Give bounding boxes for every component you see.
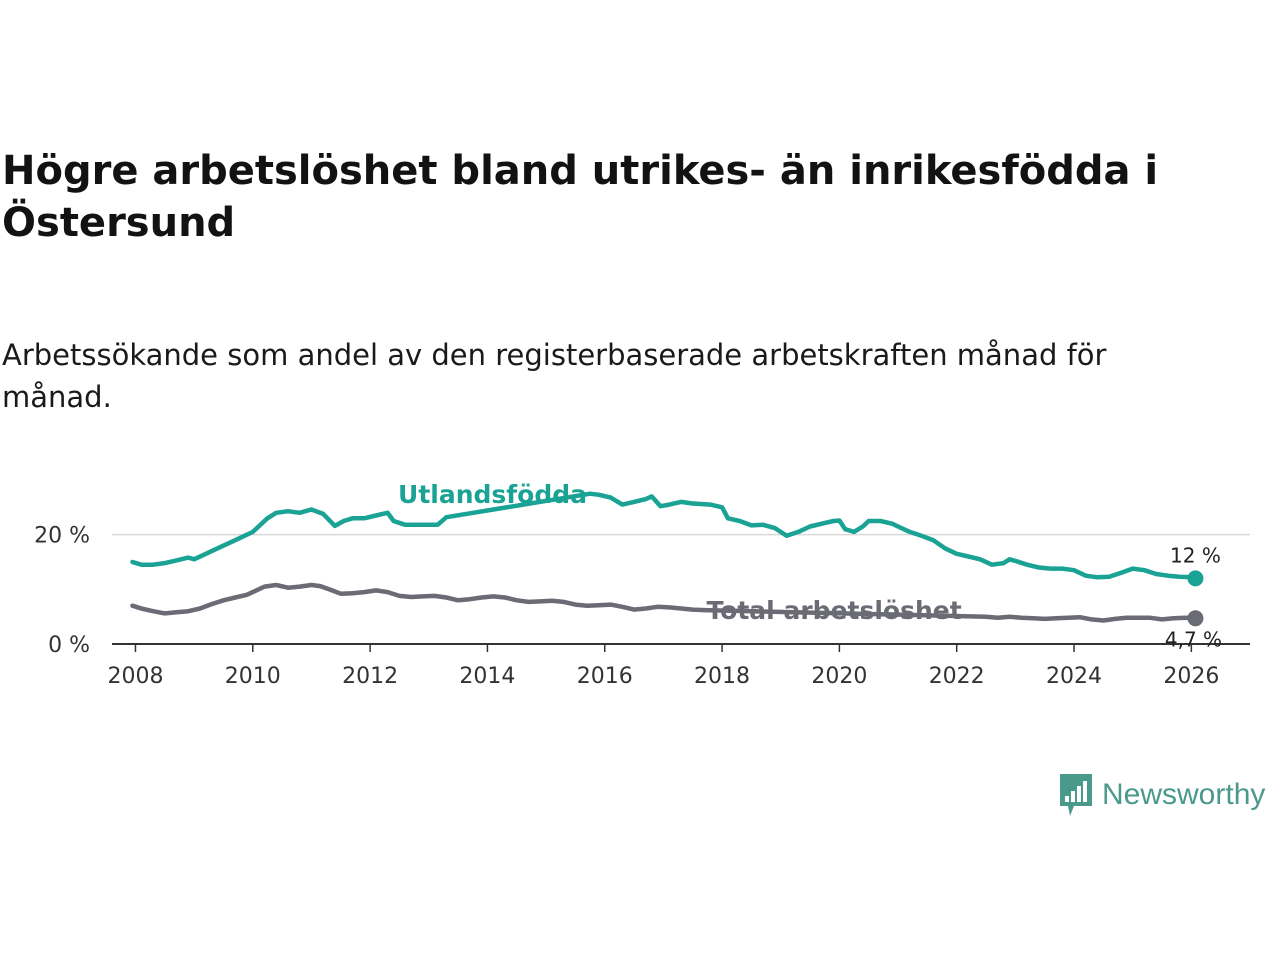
- x-tick-label: 2012: [342, 664, 398, 689]
- x-tick-label: 2022: [929, 664, 985, 689]
- end-value-label-utlandsfodda: 12 %: [1170, 543, 1221, 567]
- grid-layer: 0 % 20 %: [34, 524, 1250, 658]
- series-lines: [130, 491, 1204, 627]
- series-label-utlandsfodda: Utlandsfödda: [398, 480, 587, 509]
- x-tick-label: 2016: [577, 664, 633, 689]
- chart-title: Högre arbetslöshet bland utrikes- än inr…: [2, 148, 1159, 246]
- line-chart: 0 % 20 % 2008 2010 2012 2014 2016 2018 2020 2022…: [34, 480, 1250, 689]
- x-tick-label: 2024: [1046, 664, 1102, 689]
- x-tick-label: 2026: [1163, 664, 1219, 689]
- x-tick-label: 2018: [694, 664, 750, 689]
- series-labels: Utlandsfödda Total arbetslöshet 12 % 4,7 %: [398, 480, 1222, 652]
- newsworthy-logo: Newsworthy: [1058, 772, 1265, 818]
- brand-name: Newsworthy: [1102, 778, 1266, 811]
- series-line-total: [130, 582, 1198, 623]
- series-line-utlandsfodda: [130, 491, 1198, 581]
- series-end-point: [1187, 570, 1204, 587]
- x-tick-label: 2010: [225, 664, 281, 689]
- chart-subtitle: Arbetssökande som andel av den registerb…: [2, 338, 1107, 414]
- x-axis: 2008 2010 2012 2014 2016 2018 2020 2022 2024 2026: [107, 643, 1250, 689]
- x-tick-label: 2020: [811, 664, 867, 689]
- end-value-label-total: 4,7 %: [1165, 627, 1222, 651]
- series-label-total: Total arbetslöshet: [706, 596, 961, 625]
- x-tick-label: 2014: [459, 664, 515, 689]
- y-tick-label: 0 %: [48, 633, 90, 658]
- y-tick-label: 20 %: [34, 524, 90, 549]
- series-end-point: [1187, 610, 1204, 627]
- x-tick-label: 2008: [107, 664, 163, 689]
- newsworthy-logo-icon: [1060, 774, 1092, 816]
